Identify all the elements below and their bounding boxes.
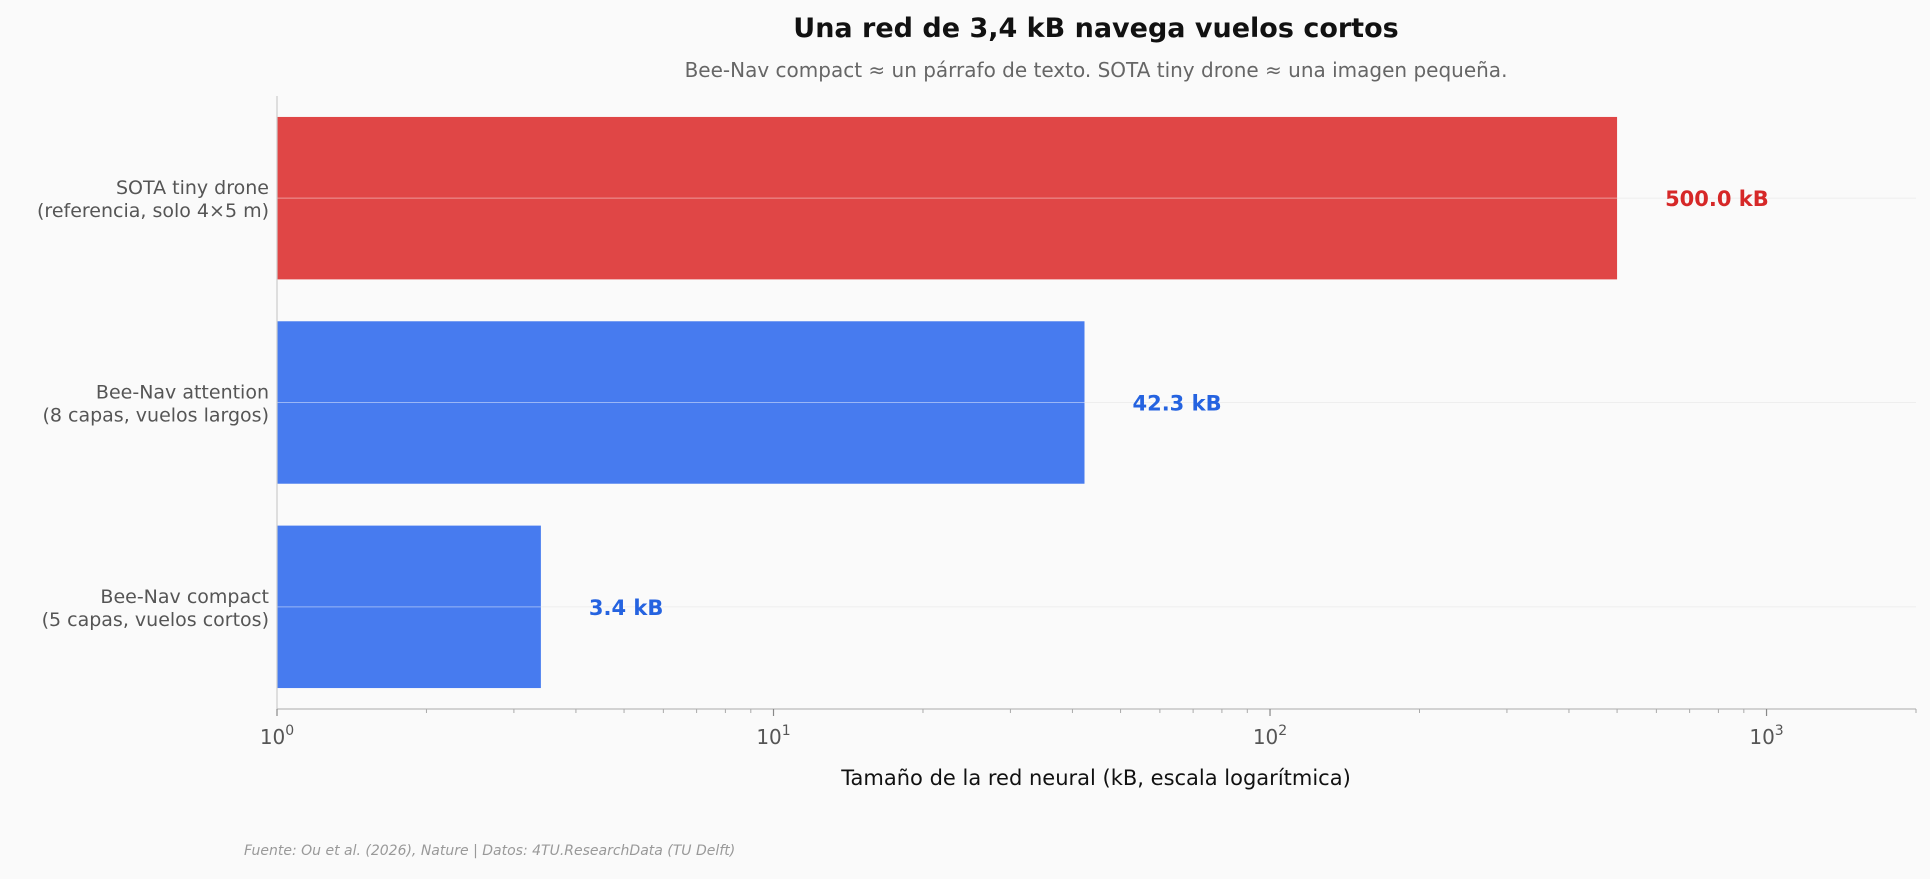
bar [277, 525, 541, 689]
data-label: 500.0 kB [1665, 187, 1769, 211]
y-tick-label: Bee-Nav attention (8 capas, vuelos largos… [42, 382, 269, 427]
x-tick-label: 103 [1749, 723, 1783, 749]
chart-title: Una red de 3,4 kB navega vuelos cortos [793, 13, 1398, 44]
bars-layer: 500.0 kB 42.3 kB 3.4 kB [277, 116, 1769, 689]
y-tick-label: SOTA tiny drone (referencia, solo 4×5 m) [37, 177, 269, 222]
x-tick-label: 102 [1253, 723, 1287, 749]
bar [277, 321, 1085, 484]
axes-layer: SOTA tiny drone (referencia, solo 4×5 m) B… [37, 96, 1917, 749]
bar [277, 116, 1618, 280]
data-label: 42.3 kB [1132, 392, 1221, 416]
x-axis-label: Tamaño de la red neural (kB, escala loga… [840, 766, 1351, 790]
source-note: Fuente: Ou et al. (2026), Nature | Datos… [244, 843, 735, 859]
chart-subtitle: Bee-Nav compact ≈ un párrafo de texto. S… [685, 58, 1508, 82]
y-tick-label: Bee-Nav compact (5 capas, vuelos cortos) [42, 586, 269, 631]
x-tick-label: 100 [260, 723, 294, 749]
data-label: 3.4 kB [589, 596, 663, 620]
x-tick-label: 101 [756, 723, 790, 749]
